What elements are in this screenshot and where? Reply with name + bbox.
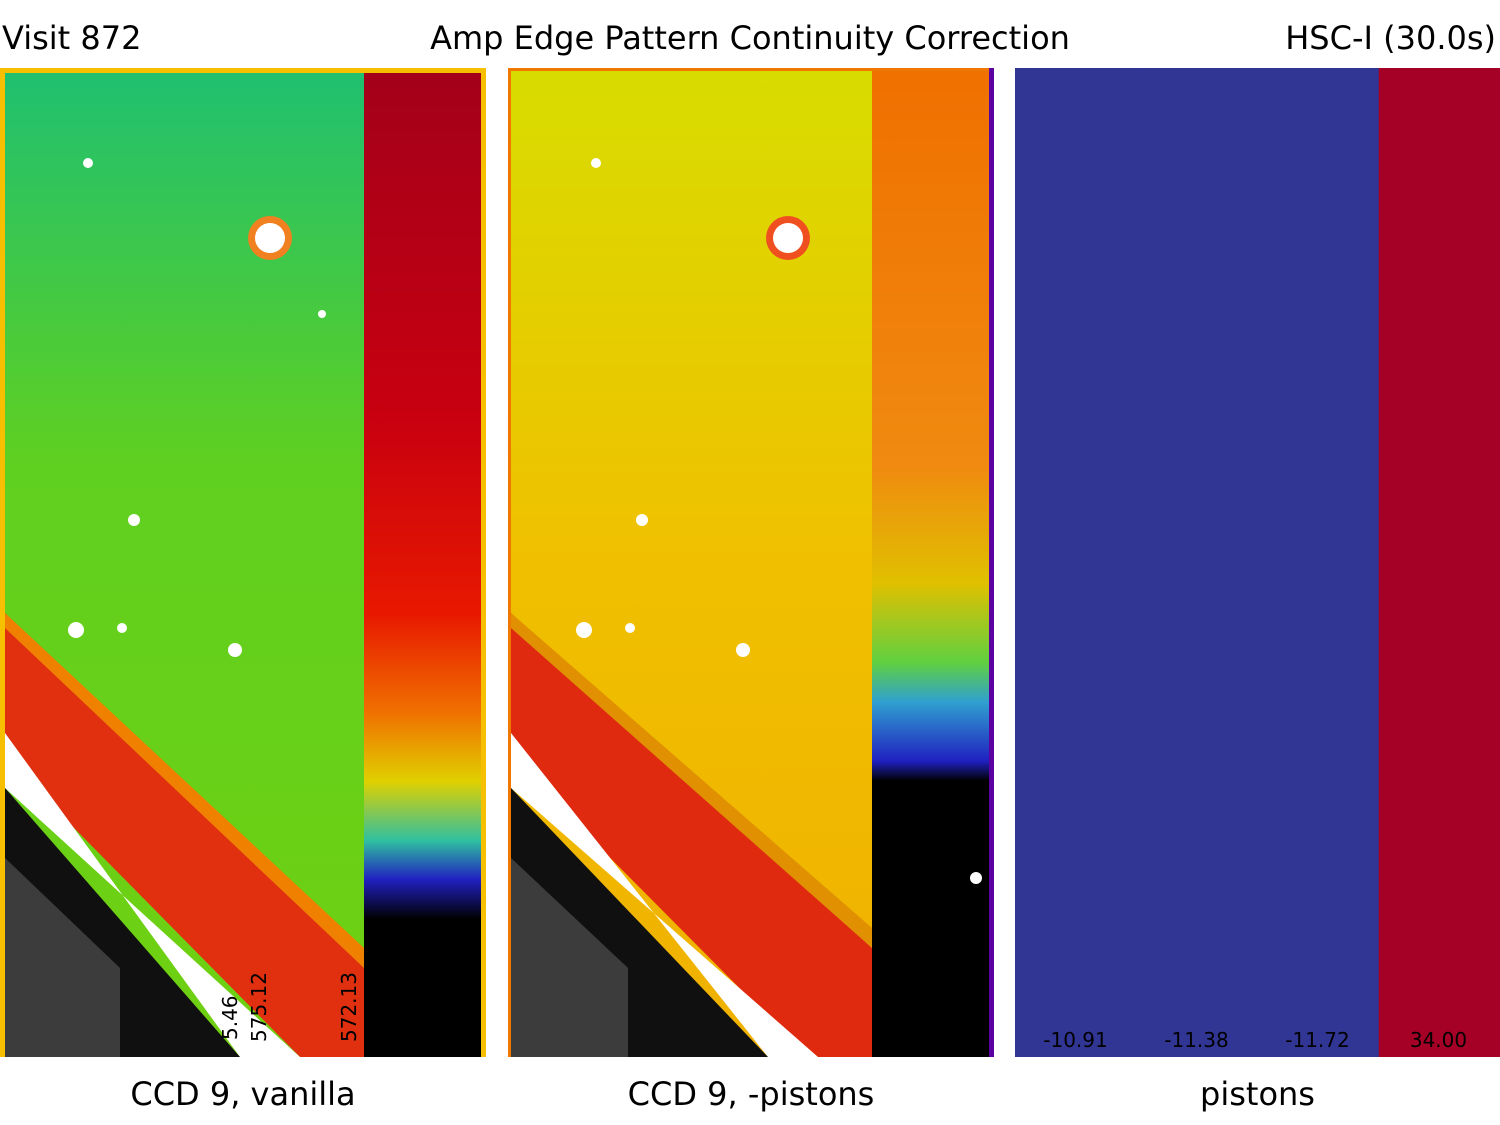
ccd-vanilla-image	[0, 68, 486, 1057]
piston-column-1	[1015, 68, 1137, 1057]
amp-value-2: 575.12	[247, 972, 271, 1042]
figure-title: Amp Edge Pattern Continuity Correction	[430, 19, 1070, 57]
filter-label: HSC-I (30.0s)	[1285, 19, 1496, 57]
piston-column-2	[1136, 68, 1258, 1057]
caption-pistons-corrected: CCD 9, -pistons	[627, 1075, 875, 1113]
ccd-pistons-corrected-image	[508, 68, 994, 1057]
piston-value-4: 34.00	[1409, 1028, 1468, 1052]
caption-pistons: pistons	[1200, 1075, 1315, 1113]
pistons-image	[1015, 68, 1500, 1057]
piston-value-1: -10.91	[1043, 1028, 1108, 1052]
piston-value-2: -11.38	[1164, 1028, 1229, 1052]
amp-value-1: 5.46	[218, 995, 242, 1040]
piston-column-3	[1257, 68, 1380, 1057]
caption-vanilla: CCD 9, vanilla	[130, 1075, 356, 1113]
amp-value-3: 572.13	[337, 972, 361, 1042]
visit-label: Visit 872	[2, 19, 142, 57]
piston-value-3: -11.72	[1285, 1028, 1350, 1052]
piston-column-4	[1378, 68, 1500, 1057]
